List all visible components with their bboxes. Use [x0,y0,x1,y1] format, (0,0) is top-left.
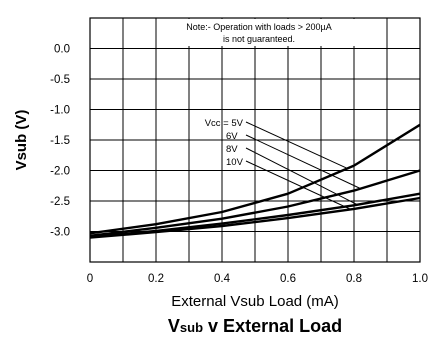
title-rest: v External Load [203,316,342,336]
y-ticks: 0.0 -0.5 -1.0 -1.5 -2.0 -2.5 -3.0 [50,44,70,239]
title-sub: sub [180,320,203,335]
curve-label-2: 6V [226,131,238,142]
leader-line-1 [245,121,348,169]
note-box: Note:- Operation with loads > 200µA is n… [160,19,358,46]
curves [89,123,421,239]
grid [90,18,420,262]
curve-labels: Vcc = 5V 6V 8V 10V [205,118,361,210]
y-axis-label: Vsub (V) [13,110,30,171]
note-line-1: Note:- Operation with loads > 200µA [186,22,332,32]
y-tick-label: -0.5 [50,74,70,86]
leader-line-4 [245,160,351,210]
curve-label-1: Vcc = 5V [205,118,244,129]
title-main: V [168,316,180,336]
chart-title: Vsub v External Load [168,316,342,336]
leader-line-3 [245,147,358,206]
y-tick-label: 0.0 [54,44,70,56]
y-tick-label: -1.5 [50,135,70,147]
x-axis-label: External Vsub Load (mA) [171,293,339,310]
y-tick-label: -3.0 [50,227,70,239]
plot-frame [89,17,421,263]
note-line-2: is not guaranteed. [223,34,295,44]
y-tick-label: -2.0 [50,166,70,178]
series-curve-4 [89,196,421,239]
series-curve-2 [89,169,421,237]
leader-line-2 [245,134,361,190]
x-tick-label: 0.2 [148,273,164,285]
y-tick-label: -2.5 [50,196,70,208]
x-tick-label: 1.0 [412,273,428,285]
curve-label-3: 8V [226,144,238,155]
x-ticks: 0 0.2 0.4 0.6 0.8 1.0 [87,273,428,285]
series-curve-1 [89,123,421,235]
x-tick-label: 0.4 [214,273,231,285]
x-tick-label: 0 [87,273,93,285]
x-tick-label: 0.8 [346,273,362,285]
curve-label-4: 10V [226,157,244,168]
x-tick-label: 0.6 [280,273,296,285]
y-tick-label: -1.0 [50,105,70,117]
